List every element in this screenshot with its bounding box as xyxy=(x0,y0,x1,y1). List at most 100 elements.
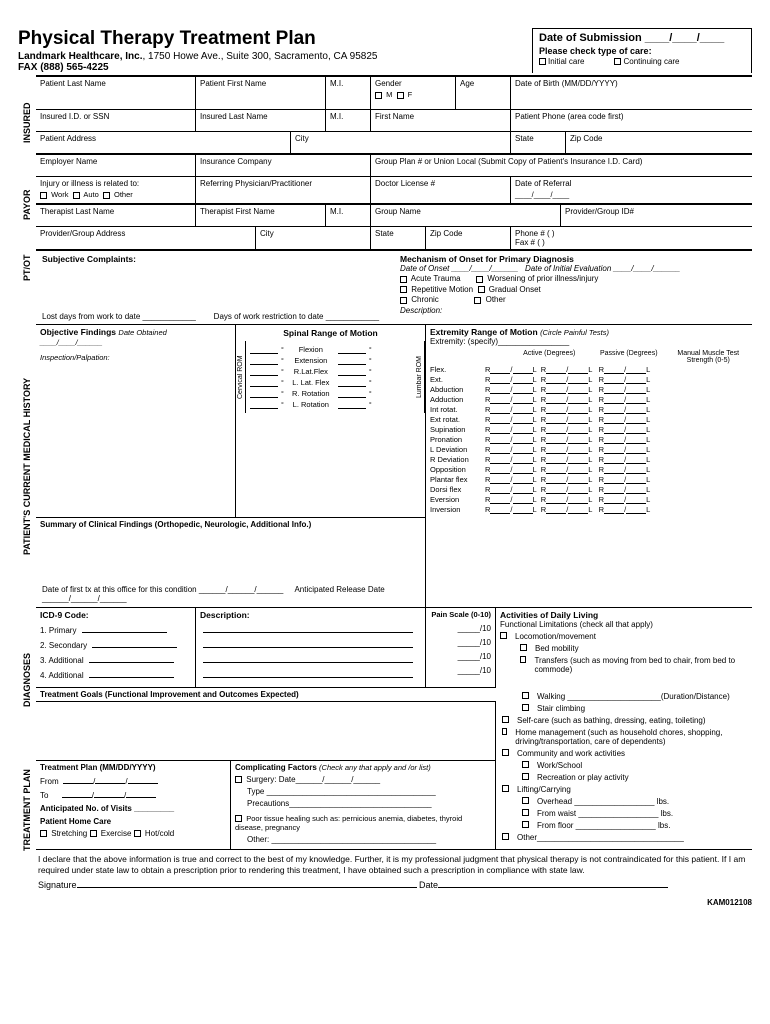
initial-care-check[interactable]: Initial care xyxy=(539,57,584,66)
cell-label: Employer Name xyxy=(40,157,97,166)
provider-phone[interactable]: Phone # ( ) Fax # ( ) xyxy=(511,227,752,249)
comp-surgery[interactable]: Surgery: Date______/______/______ xyxy=(246,775,380,784)
continuing-care-check[interactable]: Continuing care xyxy=(614,57,679,66)
erom-row[interactable]: Int rotat.R/L R/L R/L xyxy=(430,405,748,414)
provider-zip[interactable]: Zip Code xyxy=(426,227,511,249)
page-title: Physical Therapy Treatment Plan xyxy=(18,28,532,50)
adl-floor[interactable]: From floor __________________ lbs. xyxy=(537,821,670,830)
opt-repetitive[interactable]: Repetitive Motion xyxy=(411,285,473,294)
comp-other[interactable]: Other: _________________________________… xyxy=(235,835,491,844)
lost-days[interactable]: Lost days from work to date ____________ xyxy=(42,312,196,321)
insured-last[interactable]: Insured Last Name xyxy=(196,110,326,132)
date-referral[interactable]: Date of Referral ____/____/____ xyxy=(511,177,752,203)
erom-row[interactable]: PronationR/L R/L R/L xyxy=(430,435,748,444)
patient-zip[interactable]: Zip Code xyxy=(566,132,752,153)
opt-hotcold[interactable]: Hot/cold xyxy=(145,829,174,838)
opt-acute[interactable]: Acute Trauma xyxy=(411,274,461,283)
first-tx-line[interactable]: Date of first tx at this office for this… xyxy=(36,581,425,607)
erom-row[interactable]: Plantar flexR/L R/L R/L xyxy=(430,475,748,484)
comp-poor[interactable]: Poor tissue healing such as: pernicious … xyxy=(235,814,462,832)
opt-chronic[interactable]: Chronic xyxy=(411,295,439,304)
erom-title: Extremity Range of Motion xyxy=(430,327,538,337)
adl-bed[interactable]: Bed mobility xyxy=(535,644,579,653)
adl-self[interactable]: Self-care (such as bathing, dressing, ea… xyxy=(517,716,706,725)
erom-row[interactable]: InversionR/L R/L R/L xyxy=(430,505,748,514)
adl-lift[interactable]: Lifting/Carrying xyxy=(517,785,571,794)
patient-address[interactable]: Patient Address xyxy=(36,132,291,153)
age-field[interactable]: Age xyxy=(456,77,511,110)
provider-group-id[interactable]: Provider/Group ID# xyxy=(561,205,752,227)
provider-city[interactable]: City xyxy=(256,227,371,249)
summary-space[interactable] xyxy=(36,531,425,581)
adl-comm[interactable]: Community and work activities xyxy=(517,749,625,758)
erom-specify[interactable]: Extremity: (specify)________________ xyxy=(430,337,748,346)
group-name[interactable]: Group Name xyxy=(371,205,561,227)
erom-row[interactable]: Flex.R/L R/L R/L xyxy=(430,365,748,374)
doctor-license[interactable]: Doctor License # xyxy=(371,177,511,203)
adl-transfer[interactable]: Transfers (such as moving from bed to ch… xyxy=(534,656,748,674)
adl-loco[interactable]: Locomotion/movement xyxy=(515,632,596,641)
erom-circle: (Circle Painful Tests) xyxy=(540,328,609,337)
erom-row[interactable]: EversionR/L R/L R/L xyxy=(430,495,748,504)
injury-related[interactable]: Injury or illness is related to: Work Au… xyxy=(36,177,196,203)
erom-row[interactable]: L DeviationR/L R/L R/L xyxy=(430,445,748,454)
therapist-first[interactable]: Therapist First Name xyxy=(196,205,326,227)
adl-home[interactable]: Home management (such as household chore… xyxy=(515,728,746,746)
date-eval[interactable]: Date of Initial Evaluation ____/____/___… xyxy=(525,264,680,273)
cell-label: Date of Referral xyxy=(515,179,571,188)
care-type-label: Please check type of care: xyxy=(539,46,745,56)
insurance-company[interactable]: Insurance Company xyxy=(196,155,371,177)
insured-id[interactable]: Insured I.D. or SSN xyxy=(36,110,196,132)
insured-first[interactable]: First Name xyxy=(371,110,511,132)
patient-last-name[interactable]: Patient Last Name xyxy=(36,77,196,110)
mech-description: Description: xyxy=(400,306,442,315)
dob-field[interactable]: Date of Birth (MM/DD/YYYY) xyxy=(511,77,752,110)
opt-stretch[interactable]: Stretching xyxy=(51,829,87,838)
adl-overhead[interactable]: Overhead __________________ lbs. xyxy=(537,797,669,806)
employer-name[interactable]: Employer Name xyxy=(36,155,196,177)
erom-row[interactable]: Ext rotat.R/L R/L R/L xyxy=(430,415,748,424)
patient-state[interactable]: State xyxy=(511,132,566,153)
therapist-mi[interactable]: M.I. xyxy=(326,205,371,227)
adl-walking[interactable]: Walking _____________________(Duration/D… xyxy=(537,692,730,701)
adl-waist[interactable]: From waist __________________ lbs. xyxy=(537,809,673,818)
patient-mi[interactable]: M.I. xyxy=(326,77,371,110)
comp-type[interactable]: Type ___________________________________… xyxy=(235,787,491,796)
comp-precautions[interactable]: Precautions_____________________________… xyxy=(235,799,491,808)
insured-mi[interactable]: M.I. xyxy=(326,110,371,132)
cell-label: First Name xyxy=(375,112,414,121)
date-submission[interactable]: Date of Submission ____/____/____ xyxy=(539,32,745,44)
erom-row[interactable]: R DeviationR/L R/L R/L xyxy=(430,455,748,464)
cell-label: Injury or illness is related to: xyxy=(40,179,139,188)
erom-row[interactable]: Ext.R/L R/L R/L xyxy=(430,375,748,384)
home-care-title: Patient Home Care xyxy=(40,817,226,826)
cell-label: M.I. xyxy=(330,207,343,216)
subjective-title: Subjective Complaints: xyxy=(42,254,388,264)
anticipated-visits[interactable]: Anticipated No. of Visits _________ xyxy=(40,804,226,813)
opt-gradual[interactable]: Gradual Onset xyxy=(489,285,541,294)
opt-exercise[interactable]: Exercise xyxy=(101,829,132,838)
adl-other[interactable]: Other_________________________________ xyxy=(517,833,684,842)
referring-physician[interactable]: Referring Physician/Practitioner xyxy=(196,177,371,203)
patient-first-name[interactable]: Patient First Name xyxy=(196,77,326,110)
patient-phone[interactable]: Patient Phone (area code first) xyxy=(511,110,752,132)
gender-field[interactable]: Gender M F xyxy=(371,77,456,110)
opt-mech-other[interactable]: Other xyxy=(486,295,506,304)
goals-space[interactable] xyxy=(36,702,496,760)
adl-rec[interactable]: Recreation or play activity xyxy=(537,773,629,782)
restrict-days[interactable]: Days of work restriction to date _______… xyxy=(214,312,379,321)
erom-row[interactable]: Dorsi flexR/L R/L R/L xyxy=(430,485,748,494)
date-onset[interactable]: Date of Onset ____/____/______ xyxy=(400,264,518,273)
opt-worsening[interactable]: Worsening of prior illness/injury xyxy=(487,274,598,283)
adl-stair[interactable]: Stair climbing xyxy=(537,704,585,713)
provider-state[interactable]: State xyxy=(371,227,426,249)
adl-work[interactable]: Work/School xyxy=(537,761,582,770)
erom-row[interactable]: SupinationR/L R/L R/L xyxy=(430,425,748,434)
erom-row[interactable]: AdductionR/L R/L R/L xyxy=(430,395,748,404)
therapist-last[interactable]: Therapist Last Name xyxy=(36,205,196,227)
erom-row[interactable]: AbductionR/L R/L R/L xyxy=(430,385,748,394)
erom-row[interactable]: OppositionR/L R/L R/L xyxy=(430,465,748,474)
patient-city[interactable]: City xyxy=(291,132,511,153)
group-plan[interactable]: Group Plan # or Union Local (Submit Copy… xyxy=(371,155,752,177)
provider-address[interactable]: Provider/Group Address xyxy=(36,227,256,249)
